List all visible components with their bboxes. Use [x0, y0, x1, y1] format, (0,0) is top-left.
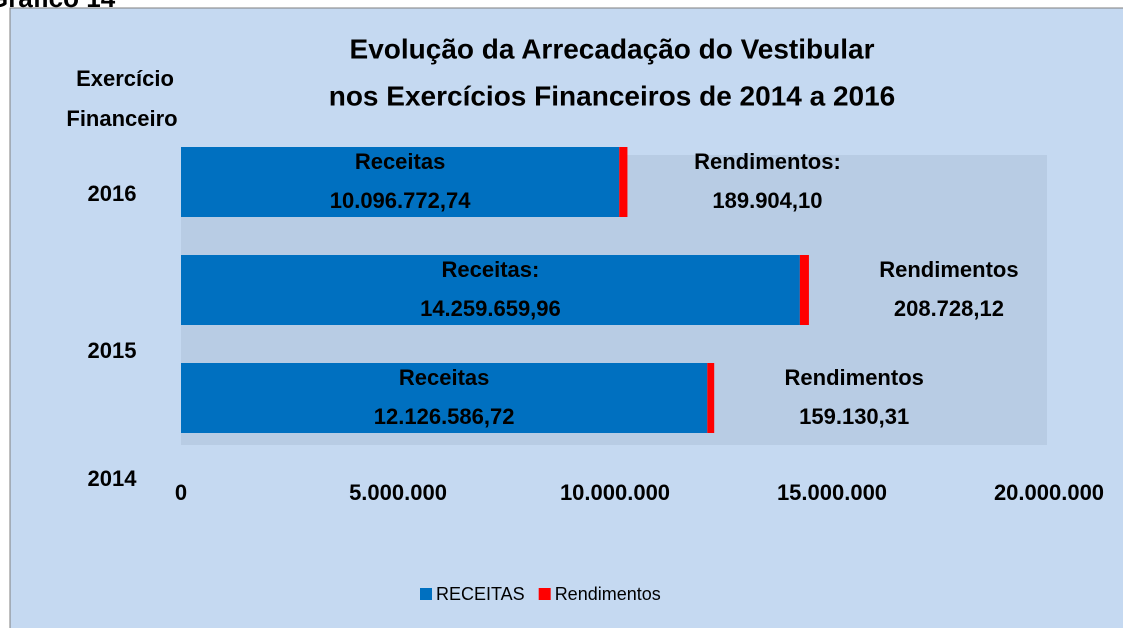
data-label: 159.130,31 — [799, 404, 909, 429]
data-label: Receitas: — [442, 257, 540, 282]
legend-swatch — [420, 588, 432, 600]
x-tick-label: 5.000.000 — [349, 480, 447, 505]
data-label: Receitas — [399, 365, 490, 390]
data-label: Receitas — [355, 149, 446, 174]
y-tick-label: 2016 — [88, 181, 137, 206]
y-tick-label: 2015 — [88, 338, 137, 363]
axis-label: Exercício — [76, 66, 174, 91]
y-tick-label: 2014 — [88, 466, 138, 491]
data-label: Rendimentos — [785, 365, 924, 390]
data-label: 10.096.772,74 — [330, 188, 471, 213]
data-label: 12.126.586,72 — [374, 404, 515, 429]
data-label: 189.904,10 — [712, 188, 822, 213]
bar — [181, 255, 800, 325]
chart-title: nos Exercícios Financeiros de 2014 a 201… — [329, 80, 896, 111]
legend-label: RECEITAS — [436, 584, 525, 604]
data-label: Rendimentos: — [694, 149, 841, 174]
x-tick-label: 0 — [175, 480, 187, 505]
x-tick-label: 15.000.000 — [777, 480, 887, 505]
x-tick-label: 20.000.000 — [994, 480, 1104, 505]
bar — [707, 363, 715, 433]
chart-title: Evolução da Arrecadação do Vestibular — [350, 33, 875, 64]
data-label: 14.259.659,96 — [420, 296, 561, 321]
data-label: 208.728,12 — [894, 296, 1004, 321]
bar — [181, 363, 708, 433]
bar — [799, 255, 809, 325]
legend-label: Rendimentos — [555, 584, 661, 604]
caption: Gráfico 14 — [0, 0, 116, 13]
legend-swatch — [538, 588, 551, 600]
axis-label: Financeiro — [66, 106, 177, 131]
bar — [181, 147, 620, 217]
x-tick-label: 10.000.000 — [560, 480, 670, 505]
bar — [619, 147, 628, 217]
data-label: Rendimentos — [879, 257, 1018, 282]
